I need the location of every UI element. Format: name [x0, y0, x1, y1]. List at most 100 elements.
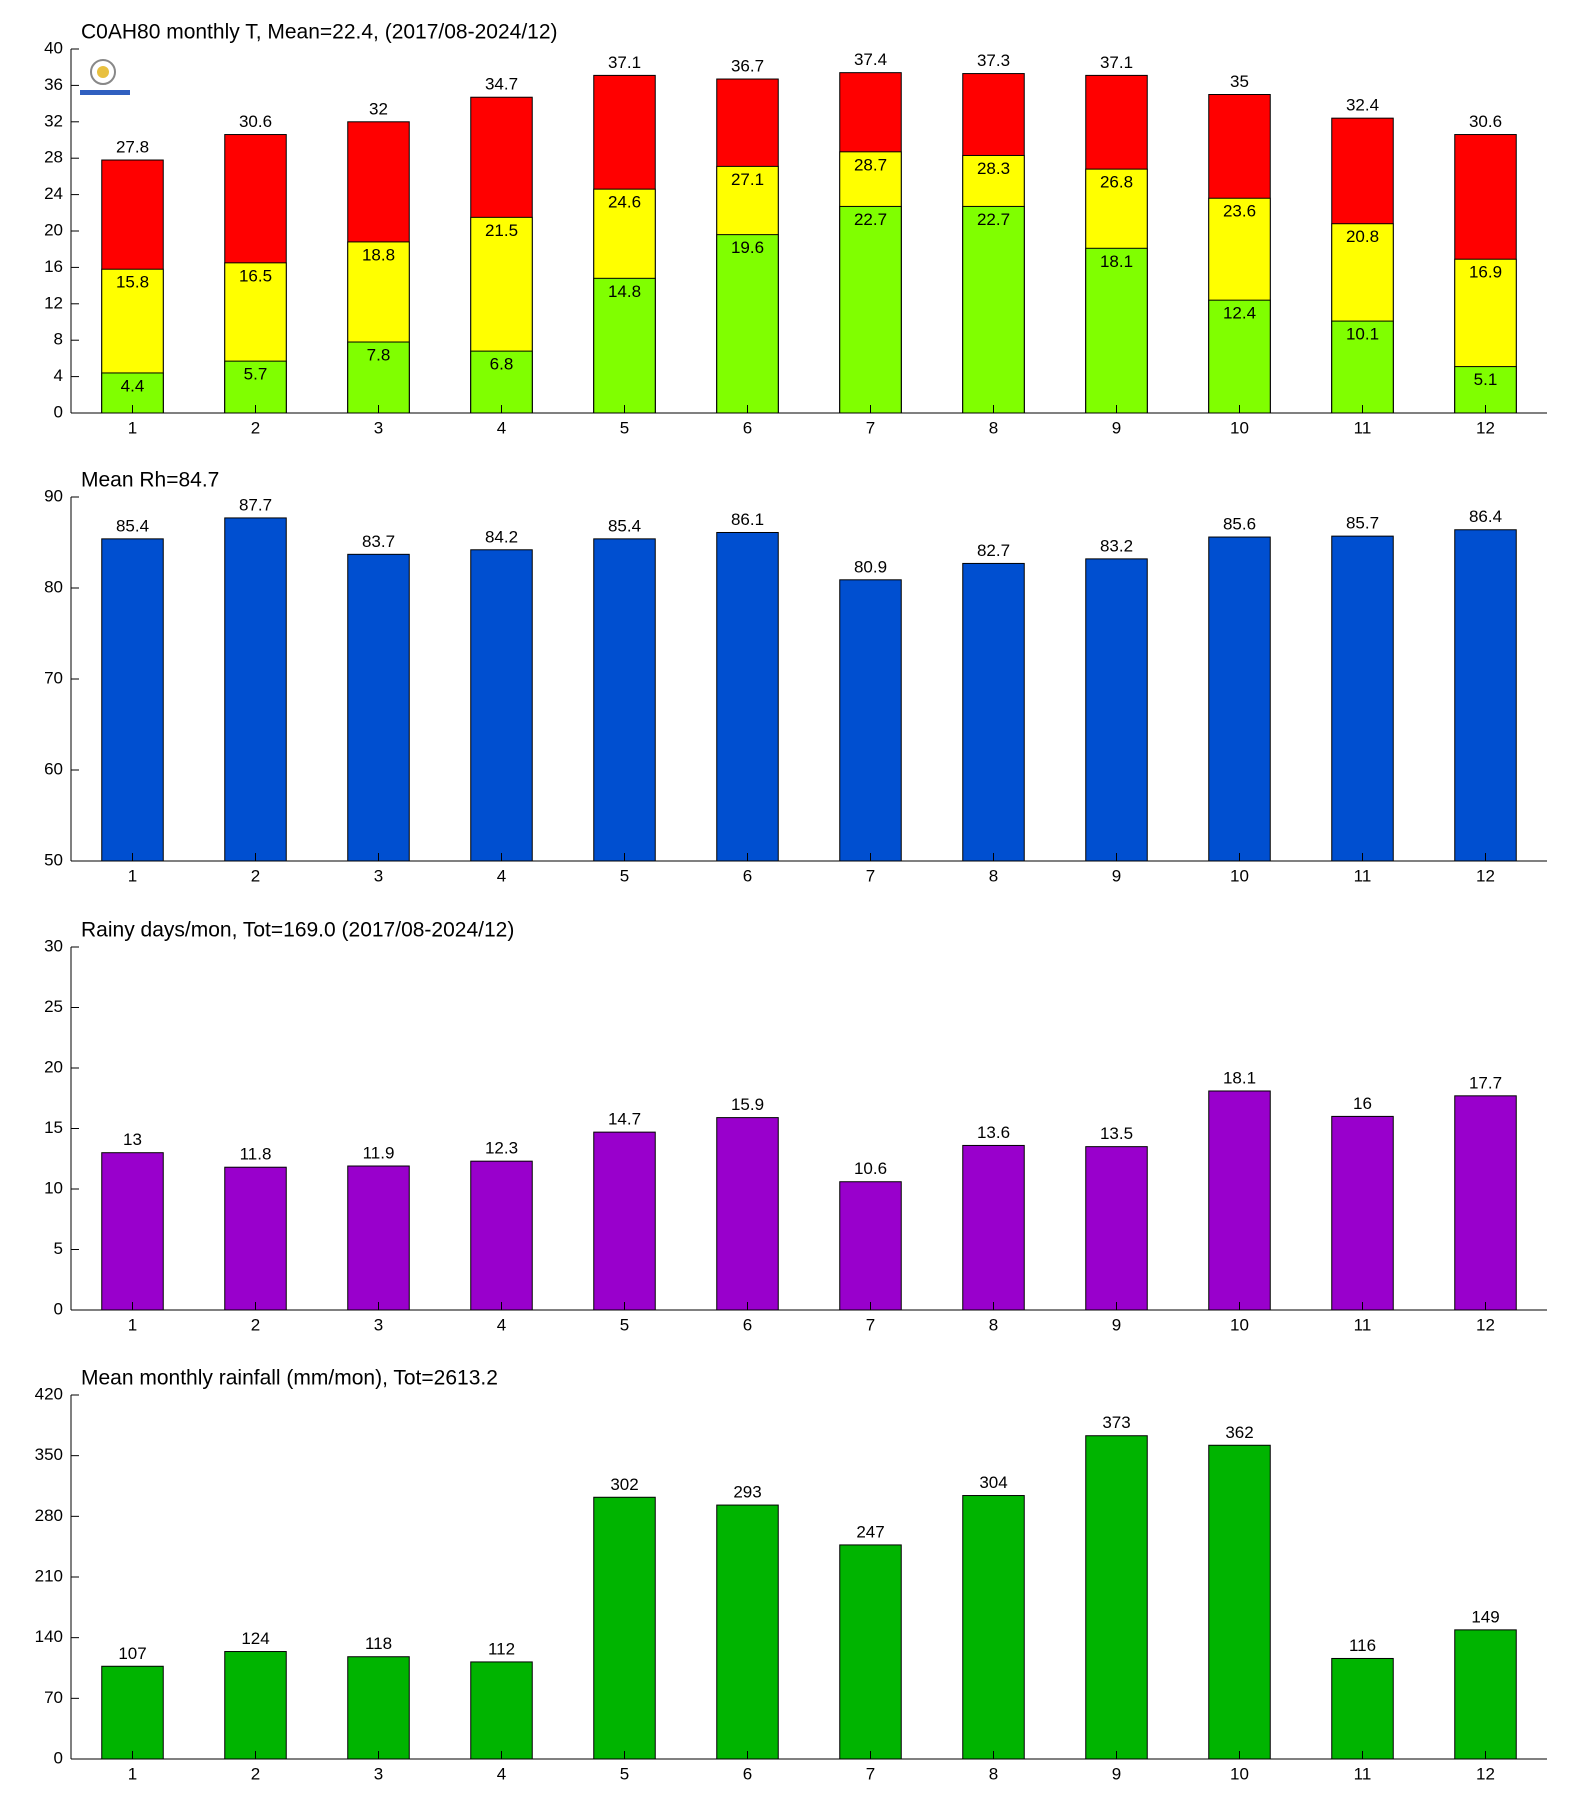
value-label: 14.8 — [608, 282, 641, 301]
chart-title: Rainy days/mon, Tot=169.0 (2017/08-2024/… — [81, 919, 514, 942]
x-tick-label: 4 — [497, 866, 506, 885]
value-label: 37.4 — [854, 50, 887, 69]
bar — [1454, 1629, 1517, 1760]
bar — [1085, 247, 1148, 414]
bar — [1331, 1115, 1394, 1311]
y-tick-label: 20 — [44, 1057, 63, 1076]
bar — [1085, 1146, 1148, 1311]
value-label: 82.7 — [977, 541, 1010, 560]
bar — [593, 1131, 656, 1311]
value-label: 87.7 — [239, 495, 272, 514]
value-label: 17.7 — [1469, 1073, 1502, 1092]
value-label: 27.8 — [116, 138, 149, 157]
x-tick-label: 12 — [1476, 866, 1495, 885]
y-tick-label: 12 — [44, 293, 63, 312]
x-tick-label: 3 — [374, 1315, 383, 1334]
bar — [716, 1504, 779, 1760]
bar — [962, 205, 1025, 414]
value-label: 83.7 — [362, 532, 395, 551]
bar — [1454, 1095, 1517, 1311]
value-label: 34.7 — [485, 75, 518, 94]
value-label: 5.1 — [1474, 370, 1498, 389]
value-label: 18.1 — [1100, 252, 1133, 271]
value-label: 16 — [1353, 1094, 1372, 1113]
value-label: 28.3 — [977, 159, 1010, 178]
bar — [839, 579, 902, 862]
value-label: 112 — [488, 1639, 515, 1658]
x-tick-label: 10 — [1230, 1315, 1249, 1334]
value-label: 22.7 — [854, 210, 887, 229]
y-tick-label: 15 — [44, 1118, 63, 1137]
value-label: 12.3 — [485, 1139, 518, 1158]
x-tick-label: 6 — [743, 1315, 752, 1334]
value-label: 26.8 — [1100, 173, 1133, 192]
value-label: 15.8 — [116, 273, 149, 292]
value-label: 24.6 — [608, 193, 641, 212]
bar — [1208, 536, 1271, 862]
value-label: 22.7 — [977, 210, 1010, 229]
x-tick-label: 9 — [1112, 418, 1121, 437]
y-tick-label: 30 — [44, 936, 63, 955]
y-tick-label: 5 — [54, 1239, 63, 1258]
value-label: 32 — [369, 99, 388, 118]
bar — [1331, 535, 1394, 862]
value-label: 10.6 — [854, 1159, 887, 1178]
bar — [962, 1144, 1025, 1311]
value-label: 85.6 — [1223, 515, 1256, 534]
y-tick-label: 0 — [54, 1748, 63, 1767]
x-tick-label: 1 — [128, 1764, 137, 1783]
x-tick-label: 6 — [743, 866, 752, 885]
bar — [1208, 1444, 1271, 1760]
bar — [839, 1181, 902, 1311]
bar — [716, 234, 779, 414]
value-label: 247 — [856, 1522, 884, 1541]
value-label: 124 — [241, 1629, 269, 1648]
value-label: 80.9 — [854, 557, 887, 576]
value-label: 35 — [1230, 72, 1249, 91]
bar — [470, 549, 533, 862]
value-label: 118 — [365, 1634, 392, 1653]
x-tick-label: 11 — [1354, 1315, 1372, 1334]
y-tick-label: 4 — [54, 366, 63, 385]
value-label: 107 — [118, 1644, 146, 1663]
x-tick-label: 1 — [128, 866, 137, 885]
x-tick-label: 6 — [743, 418, 752, 437]
y-tick-label: 90 — [44, 486, 63, 505]
value-label: 18.1 — [1223, 1068, 1256, 1087]
x-tick-label: 5 — [620, 1764, 629, 1783]
y-tick-label: 50 — [44, 850, 63, 869]
x-tick-label: 7 — [866, 1764, 875, 1783]
x-tick-label: 6 — [743, 1764, 752, 1783]
value-label: 7.8 — [367, 346, 391, 365]
value-label: 28.7 — [854, 155, 887, 174]
bar — [224, 360, 287, 414]
bar — [716, 531, 779, 862]
value-label: 13.5 — [1100, 1124, 1133, 1143]
y-tick-label: 70 — [44, 668, 63, 687]
value-label: 293 — [733, 1483, 761, 1502]
x-tick-label: 7 — [866, 866, 875, 885]
y-tick-label: 24 — [44, 184, 63, 203]
value-label: 14.7 — [608, 1110, 641, 1129]
value-label: 362 — [1225, 1423, 1253, 1442]
value-label: 302 — [610, 1475, 638, 1494]
x-tick-label: 8 — [989, 418, 998, 437]
x-tick-label: 1 — [128, 418, 137, 437]
value-label: 373 — [1102, 1413, 1130, 1432]
chart-title: Mean Rh=84.7 — [81, 469, 219, 492]
x-tick-label: 2 — [251, 1764, 260, 1783]
value-label: 84.2 — [485, 527, 518, 546]
x-tick-label: 2 — [251, 866, 260, 885]
x-tick-label: 12 — [1476, 418, 1495, 437]
x-tick-label: 12 — [1476, 1764, 1495, 1783]
x-tick-label: 9 — [1112, 866, 1121, 885]
x-tick-label: 5 — [620, 1315, 629, 1334]
x-tick-label: 5 — [620, 418, 629, 437]
value-label: 20.8 — [1346, 227, 1379, 246]
value-label: 36.7 — [731, 57, 764, 76]
y-tick-label: 32 — [44, 111, 63, 130]
x-tick-label: 10 — [1230, 1764, 1249, 1783]
bar — [347, 1656, 410, 1760]
x-tick-label: 2 — [251, 1315, 260, 1334]
bar — [1331, 320, 1394, 414]
